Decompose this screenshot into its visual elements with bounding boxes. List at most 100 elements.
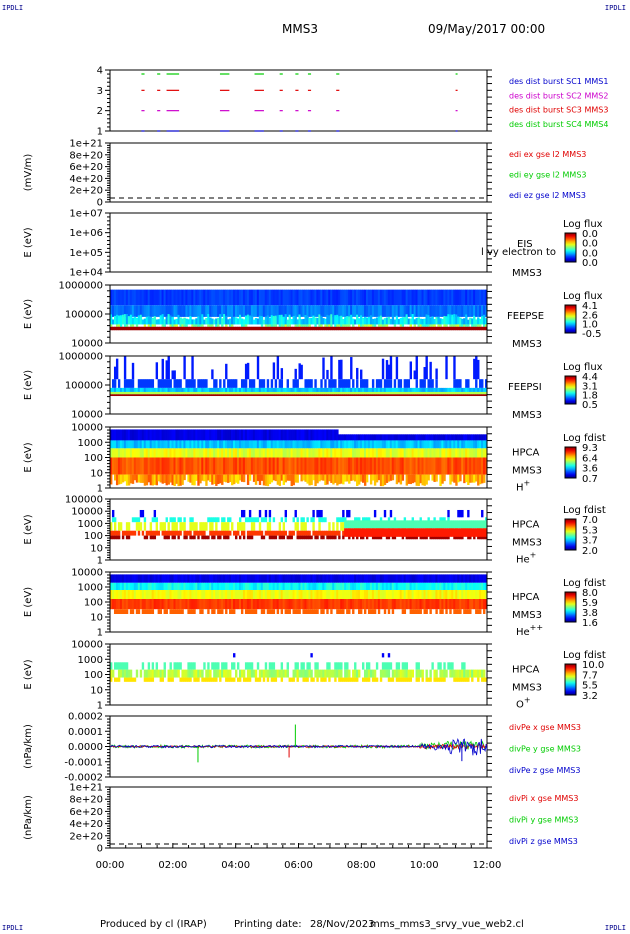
spectro-cell — [256, 599, 260, 610]
spectro-cell — [270, 590, 274, 599]
spectro-cell — [365, 440, 369, 449]
spectro-cell — [445, 669, 448, 678]
spectro-cell — [199, 440, 202, 449]
spectro-cell — [395, 434, 399, 441]
spectro-cell — [233, 530, 236, 536]
spectro-cell — [399, 457, 403, 475]
spectro-cell — [381, 305, 385, 317]
spectro-cell — [185, 326, 188, 331]
spectro-cell — [417, 387, 420, 392]
spectro-cell — [250, 394, 254, 397]
spectro-cell — [286, 324, 289, 327]
spectro-cell — [363, 528, 367, 537]
spectro-cell — [379, 305, 383, 317]
spectro-cell — [129, 394, 133, 397]
spectro-cell — [350, 391, 353, 395]
spectro-cell — [322, 599, 325, 610]
spectro-cell — [195, 474, 198, 481]
spectro-cell — [348, 582, 351, 590]
spectro-cell — [485, 599, 488, 610]
spectro-cell — [272, 677, 276, 682]
spectro-cell — [110, 457, 113, 475]
spectro-cell — [179, 326, 182, 331]
spectro-cell — [193, 474, 196, 486]
spectro-cell — [187, 394, 190, 397]
spectro-cell — [314, 289, 317, 306]
spectro-cell — [179, 394, 182, 397]
spectro-cell — [483, 528, 486, 537]
spectro-cell — [235, 326, 238, 331]
spectro-cell — [246, 677, 250, 682]
spectro-cell — [193, 429, 196, 441]
spectro-cell — [153, 440, 157, 449]
spectro-cell — [217, 324, 220, 327]
spectro-cell — [248, 530, 252, 536]
spectro-cell — [312, 582, 315, 590]
spectro-cell — [266, 609, 270, 614]
spectro-cell — [324, 394, 327, 397]
spectro-cell — [411, 326, 414, 331]
spectro-cell — [320, 391, 323, 395]
spectro-cell — [173, 669, 176, 678]
spectro-cell — [358, 609, 361, 614]
spectro-cell — [387, 364, 391, 380]
spectro-cell — [342, 609, 345, 614]
spectro-cell — [219, 314, 222, 325]
spectro-cell — [312, 326, 315, 331]
spectro-cell — [272, 362, 276, 380]
spectro-cell — [457, 599, 460, 610]
spectro-cell — [365, 379, 369, 388]
y-tick-label-hpca_o: 10 — [90, 685, 103, 696]
spectro-cell — [191, 305, 194, 317]
spectro-cell — [365, 391, 369, 395]
spectro-cell — [191, 326, 194, 331]
spectro-cell — [421, 289, 424, 306]
spectro-cell — [292, 315, 295, 325]
spectro-cell — [302, 387, 305, 392]
spectro-cell — [193, 522, 196, 531]
spectro-cell — [393, 528, 397, 537]
spectro-cell — [260, 669, 264, 678]
y-tick-label-divpe: -0.0001 — [64, 757, 103, 768]
spectro-cell — [358, 434, 361, 441]
spectro-cell — [282, 391, 286, 395]
spectro-cell — [397, 457, 401, 475]
spectro-cell — [387, 574, 391, 583]
spectro-cell — [219, 440, 222, 449]
spectro-cell — [449, 440, 452, 449]
spectro-cell — [332, 326, 335, 331]
colorbar-hpca_hepp — [564, 591, 577, 623]
spectro-cell — [481, 379, 484, 388]
spectro-cell — [231, 326, 234, 331]
spectro-cell — [262, 517, 266, 523]
spectro-cell — [117, 391, 121, 395]
spectro-cell — [258, 530, 262, 536]
spectro-cell — [435, 528, 438, 537]
spectro-cell — [453, 677, 456, 682]
spectro-cell — [360, 387, 363, 392]
spectro-cell — [391, 305, 395, 317]
spectro-cell — [332, 448, 335, 458]
spectro-cell — [443, 474, 446, 482]
spectro-cell — [421, 574, 424, 583]
spectro-cell — [246, 582, 250, 590]
spectro-cell — [354, 517, 357, 523]
spectro-cell — [221, 326, 224, 331]
spectro-cell — [439, 324, 442, 327]
spectro-cell — [211, 517, 214, 523]
spectro-cell — [187, 662, 190, 670]
spectro-cell — [314, 387, 317, 392]
spectro-cell — [371, 391, 375, 395]
spectro-cell — [137, 582, 141, 590]
spectro-cell — [318, 387, 321, 392]
spectro-cell — [179, 457, 182, 475]
spectro-cell — [344, 520, 347, 529]
spectro-cell — [189, 522, 192, 531]
spectro-cell — [433, 387, 436, 392]
spectro-cell — [294, 574, 297, 583]
spectro-cell — [439, 387, 442, 392]
spectro-cell — [137, 457, 141, 475]
spectro-cell — [340, 574, 343, 583]
spectro-cell — [367, 677, 371, 682]
spectro-cell — [340, 289, 343, 306]
